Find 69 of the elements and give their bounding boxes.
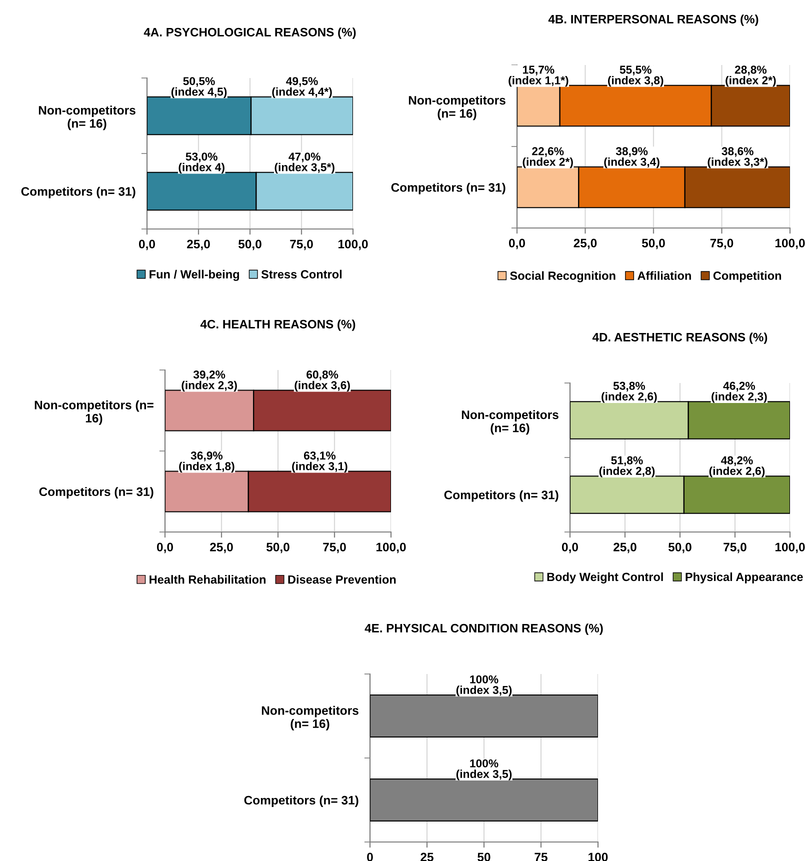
x-tick-label: 75,0 <box>724 542 746 554</box>
x-tick-label: 100,0 <box>775 238 805 250</box>
x-tick-label: 75,0 <box>710 238 734 250</box>
x-tick-label: 25,0 <box>614 542 636 554</box>
data-label: 60,8% (index 3,6) <box>294 370 350 392</box>
x-tick-label: 0,0 <box>562 542 578 554</box>
x-tick-label: 0 <box>367 852 373 861</box>
data-label: 100% (index 3,5) <box>456 759 512 780</box>
y-tick-label: Non-competitors (n= 16) <box>462 410 558 435</box>
x-tick-label: 0,0 <box>508 238 525 250</box>
data-label: 63,1% (index 3,1) <box>292 452 348 472</box>
legend-label: Body Weight Control <box>547 572 663 584</box>
data-label: 46,2% (index 2,3) <box>712 382 767 403</box>
chart-title: 4E. PHYSICAL CONDITION REASONS (%) <box>364 624 603 635</box>
x-tick-label: 25 <box>420 852 434 861</box>
chart-title: 4C. HEALTH REASONS (%) <box>200 320 356 331</box>
data-label: 28,8% (index 2*) <box>726 66 776 87</box>
legend-label: Affiliation <box>638 271 691 280</box>
x-tick-label: 75 <box>534 852 548 861</box>
data-label: 49,5% (index 4,4*) <box>272 77 332 98</box>
x-tick-label: 50,0 <box>642 238 665 250</box>
data-label: 48,2% (index 2,6) <box>709 456 765 478</box>
data-label: 39,2% (index 2,3) <box>182 370 237 392</box>
data-label: 55,5% (index 3,8) <box>608 66 664 87</box>
y-tick-label: Competitors (n= 31) <box>244 796 358 807</box>
x-tick-label: 50 <box>478 852 490 861</box>
y-tick-label: Competitors (n= 31) <box>21 186 136 198</box>
x-tick-label: 50,0 <box>266 542 290 554</box>
legend-label: Social Recognition <box>510 271 616 282</box>
x-tick-label: 100,0 <box>338 240 368 250</box>
legend-label: Fun / Well-being <box>150 270 239 281</box>
x-tick-label: 100,0 <box>775 542 805 554</box>
x-tick-label: 0,0 <box>138 240 155 250</box>
data-label: 15,7% (index 1,1*) <box>508 66 568 87</box>
data-label: 51,8% (index 2,8) <box>599 456 655 478</box>
chart-title: 4A. PSYCHOLOGICAL REASONS (%) <box>144 28 356 39</box>
chart-title: 4D. AESTHETIC REASONS (%) <box>592 332 768 344</box>
chart-title: 4B. INTERPERSONAL REASONS (%) <box>548 14 758 26</box>
x-tick-label: 50,0 <box>668 542 692 554</box>
x-tick-label: 0,0 <box>156 542 173 554</box>
data-label: 53,0% (index 4) <box>178 152 224 174</box>
y-tick-label: Competitors (n= 31) <box>391 182 506 194</box>
data-label: 38,6% (index 3,3*) <box>708 147 768 168</box>
y-tick-label: Non-competitors (n= 16) <box>38 106 136 130</box>
y-tick-label: Competitors (n= 31) <box>39 487 154 498</box>
legend-label: Disease Prevention <box>288 575 396 584</box>
data-label: 50,5% (index 4,5) <box>171 77 227 98</box>
y-tick-label: Non-competitors (n= 16) <box>34 400 154 425</box>
legend-label: Stress Control <box>261 270 342 278</box>
data-label: 47,0% (index 3,5*) <box>274 152 334 174</box>
x-tick-label: 100 <box>588 852 608 861</box>
x-tick-label: 25,0 <box>210 542 233 554</box>
y-tick-label: Non-competitors (n= 16) <box>262 706 358 730</box>
data-label: 36,9% (index 1,8) <box>179 452 234 472</box>
x-tick-label: 25,0 <box>187 240 210 250</box>
data-label: 53,8% (index 2,6) <box>602 382 657 403</box>
legend-label: Physical Appearance <box>686 572 803 584</box>
legend-label: Competition <box>713 271 782 282</box>
legend-label: Health Rehabilitation <box>150 575 266 584</box>
x-tick-label: 50,0 <box>238 240 262 250</box>
x-tick-label: 100,0 <box>376 542 406 554</box>
x-tick-label: 75,0 <box>323 542 346 554</box>
data-label: 22,6% (index 2*) <box>522 147 573 168</box>
data-label: 100% (index 3,5) <box>456 675 512 696</box>
x-tick-label: 75,0 <box>290 240 313 250</box>
data-label: 38,9% (index 3,4) <box>604 147 660 168</box>
y-tick-label: Competitors (n= 31) <box>444 490 558 502</box>
x-tick-label: 25,0 <box>574 238 597 250</box>
y-tick-label: Non-competitors (n= 16) <box>408 96 506 120</box>
